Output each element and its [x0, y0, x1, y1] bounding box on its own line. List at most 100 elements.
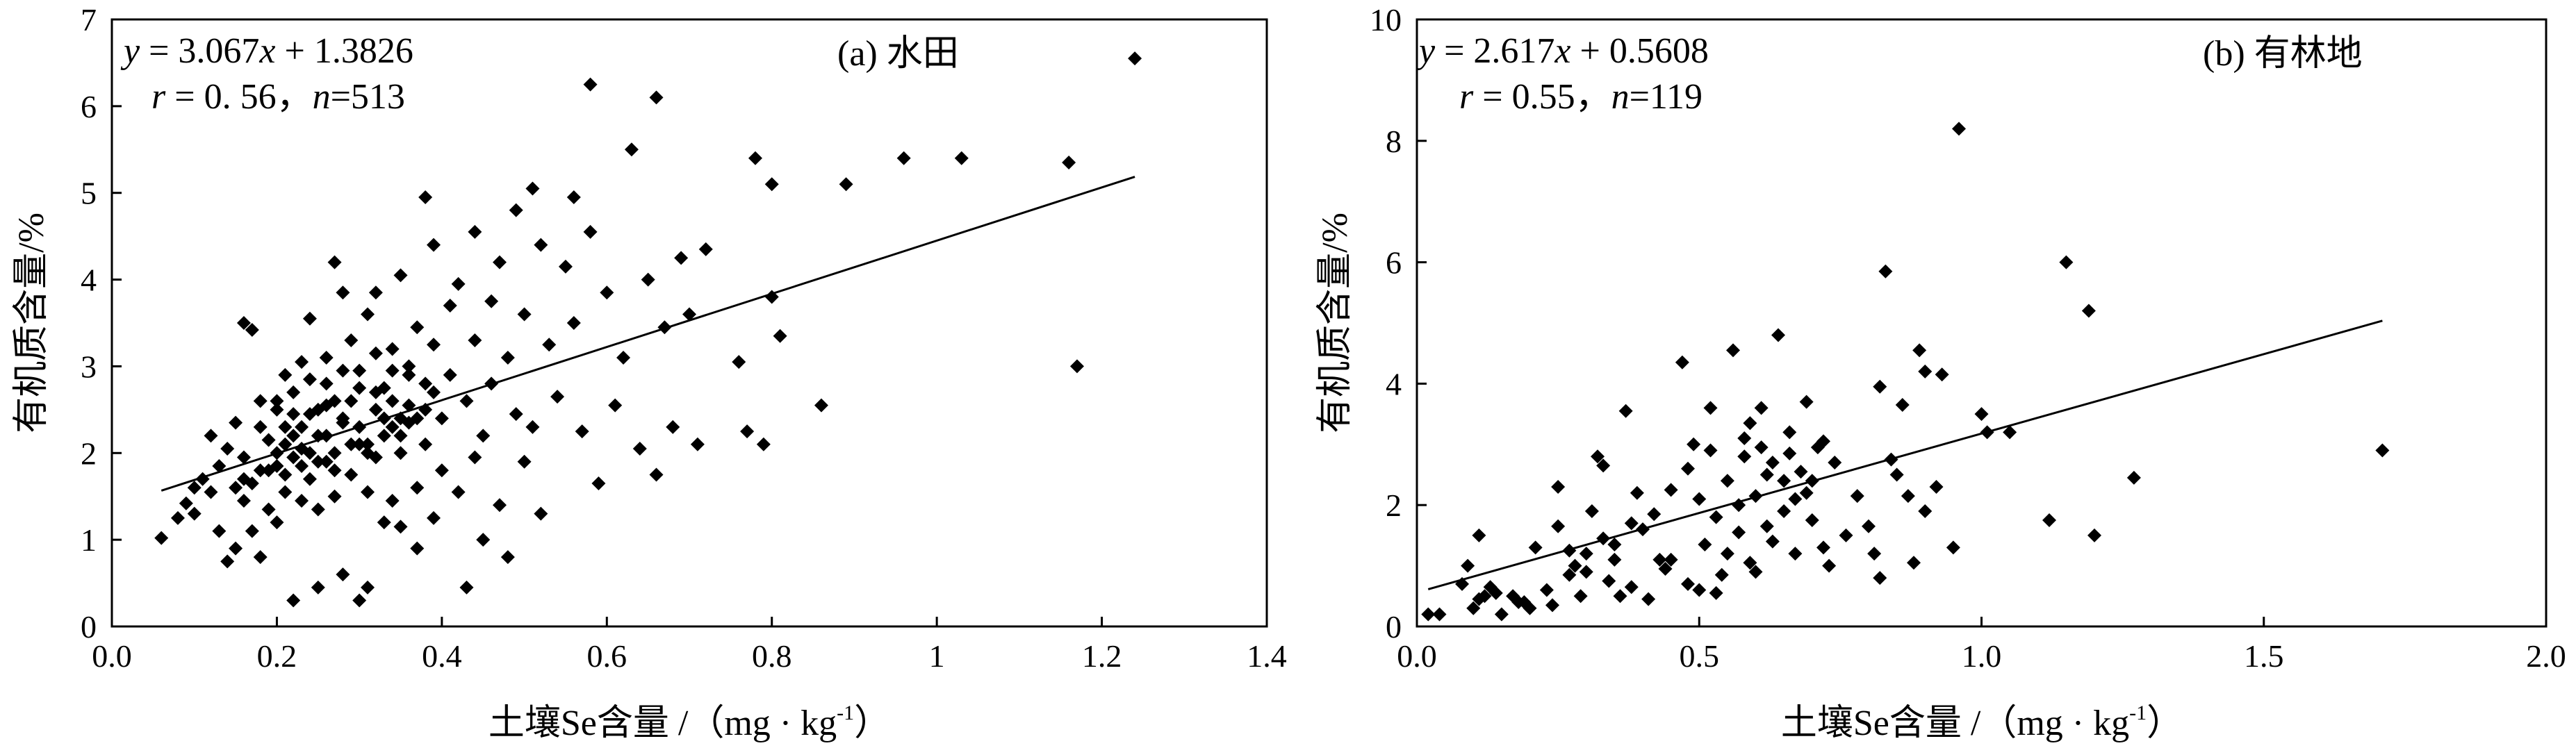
data-point: [1523, 601, 1537, 615]
data-point: [253, 394, 268, 408]
data-point: [1703, 401, 1718, 415]
data-point: [1777, 474, 1791, 488]
data-point: [187, 481, 202, 495]
data-point: [517, 307, 532, 322]
data-point: [1765, 534, 1780, 549]
data-point: [2375, 443, 2390, 458]
data-point: [368, 402, 383, 417]
data-point: [492, 255, 507, 269]
data-point: [1703, 443, 1718, 458]
data-point: [1551, 479, 1566, 494]
data-point: [236, 450, 251, 465]
data-point: [212, 459, 227, 474]
data-point: [179, 496, 193, 510]
data-point: [1641, 592, 1656, 606]
data-point: [2087, 528, 2101, 542]
data-point: [517, 454, 532, 469]
data-point: [1720, 547, 1734, 561]
data-point: [212, 524, 227, 538]
data-point: [229, 415, 243, 430]
data-point: [352, 437, 367, 451]
data-point: [773, 329, 787, 343]
data-point: [558, 259, 573, 274]
data-point: [426, 510, 441, 525]
data-point: [1895, 397, 1910, 412]
x-tick-label: 0.0: [1397, 638, 1437, 674]
data-point: [534, 238, 548, 252]
data-point: [756, 437, 771, 451]
data-point: [1681, 461, 1695, 476]
data-point: [1511, 595, 1526, 610]
y-tick-label: 1: [81, 522, 97, 558]
data-point: [278, 437, 293, 451]
data-point: [377, 429, 391, 443]
data-point: [1714, 567, 1729, 582]
data-point: [434, 411, 449, 426]
data-point: [1788, 547, 1803, 561]
data-point: [451, 485, 466, 499]
equation-slope: = 2.617: [1435, 31, 1554, 71]
data-point: [1822, 558, 1837, 573]
data-point: [459, 580, 474, 595]
data-point: [270, 394, 284, 408]
data-point: [336, 567, 350, 582]
data-point: [270, 515, 284, 530]
data-point: [1782, 446, 1797, 460]
data-point: [229, 541, 243, 556]
data-point: [583, 77, 598, 92]
x-axis-title-main: 土壤Se含量 /（mg · kg: [489, 704, 837, 743]
data-point: [361, 446, 375, 460]
data-point: [1782, 425, 1797, 440]
data-point: [1618, 404, 1633, 418]
data-point: [295, 419, 309, 434]
plot-area-frame: [110, 18, 1268, 628]
data-point: [385, 493, 400, 508]
data-point: [1664, 552, 1678, 567]
data-point: [327, 255, 342, 269]
x-axis-title: 土壤Se含量 /（mg · kg-1）: [1781, 701, 2183, 743]
data-point: [608, 398, 623, 413]
data-point: [1613, 589, 1627, 604]
data-point: [1624, 516, 1639, 531]
data-point: [1652, 552, 1667, 567]
data-point: [1754, 401, 1769, 415]
data-point: [418, 376, 433, 391]
data-point: [468, 224, 482, 239]
data-point: [698, 242, 713, 256]
data-point: [732, 355, 746, 369]
data-point: [402, 359, 416, 374]
data-point: [632, 442, 647, 456]
data-point: [1687, 437, 1701, 451]
data-point: [748, 151, 762, 165]
data-point: [368, 285, 383, 300]
y-tick-label: 0: [1386, 609, 1402, 645]
data-point: [368, 346, 383, 360]
data-point: [278, 485, 293, 499]
data-point: [525, 419, 540, 434]
x-axis-title-main: 土壤Se含量 /（mg · kg: [1781, 704, 2129, 743]
regression-equation: y = 2.617x + 0.5608: [1416, 31, 1709, 71]
data-point: [550, 390, 565, 404]
data-point: [1816, 540, 1830, 555]
data-point: [253, 419, 268, 434]
correlation-stats: r = 0.55，n=119: [1459, 77, 1703, 117]
data-point: [566, 316, 581, 330]
scatter-points: [1421, 122, 2390, 622]
scatter-points: [154, 51, 1142, 608]
data-point: [170, 510, 185, 525]
data-point: [245, 524, 259, 538]
data-point: [575, 424, 589, 439]
data-point: [1748, 489, 1763, 504]
data-point: [377, 515, 391, 530]
data-point: [1579, 565, 1593, 579]
chart-panel-a: 0.0 0.2 0.4 0.6 0.8 1 1.2 1.4 0 1 2 3 4 5 6 7 (a) 水田 y …: [12, 2, 1287, 743]
data-point: [302, 446, 317, 460]
data-point: [352, 363, 367, 378]
x-tick-label: 0.2: [257, 638, 297, 674]
data-point: [426, 338, 441, 352]
data-point: [295, 493, 309, 508]
data-point: [434, 463, 449, 478]
data-point: [286, 429, 301, 443]
data-point: [327, 446, 342, 460]
x-tick-label: 0.8: [752, 638, 792, 674]
